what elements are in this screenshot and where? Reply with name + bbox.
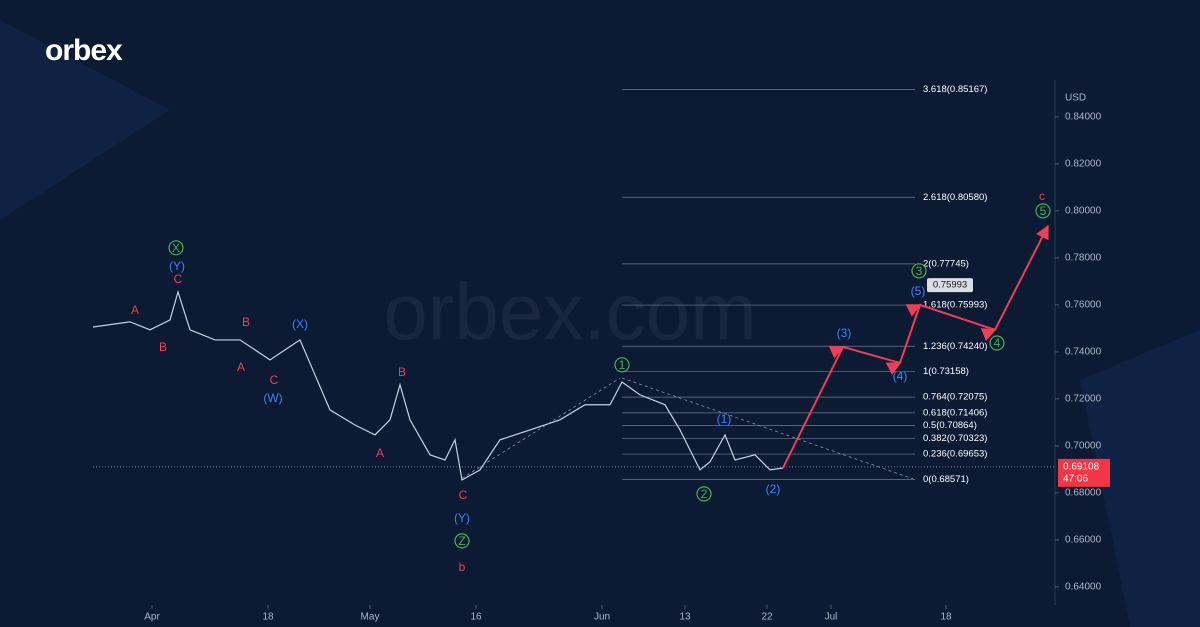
wave-label: 1 <box>619 358 626 372</box>
x-tick-label: 22 <box>761 612 773 623</box>
x-tick-label: Apr <box>144 612 160 623</box>
x-tick-label: Jun <box>594 612 610 623</box>
y-tick-label: 0.84000 <box>1065 112 1102 123</box>
wave-circle <box>696 486 712 502</box>
trendline-line <box>461 377 621 479</box>
wave-label: 3 <box>916 264 923 278</box>
wave-label: 4 <box>994 336 1001 350</box>
fib-label: 0.618(0.71406) <box>923 407 987 418</box>
fib-label: 0.5(0.70864) <box>923 420 977 431</box>
wave-label: Z <box>458 534 465 548</box>
wave-label: B <box>159 340 167 354</box>
decor-stripe <box>0 20 170 220</box>
y-tick-label: 0.70000 <box>1065 441 1102 452</box>
wave-label: (3) <box>837 326 852 340</box>
wave-label: C <box>174 272 183 286</box>
x-tick-label: Jul <box>825 612 838 623</box>
current-price-label: 0.69108 <box>1063 462 1100 473</box>
logo: orbex <box>45 34 123 67</box>
decor-stripe <box>1080 330 1200 627</box>
fib-label: 1(0.73158) <box>923 366 969 377</box>
wave-label: C <box>270 373 279 387</box>
wave-label: (X) <box>292 317 308 331</box>
y-tick-label: 0.80000 <box>1065 206 1102 217</box>
y-tick-label: 0.74000 <box>1065 347 1102 358</box>
wave-label: A <box>131 303 139 317</box>
y-tick-label: 0.68000 <box>1065 488 1102 499</box>
fib-label: 2(0.77745) <box>923 258 969 269</box>
x-tick-label: 18 <box>940 612 952 623</box>
wave-circle <box>454 533 470 549</box>
wave-label: (5) <box>911 284 926 298</box>
wave-label: A <box>376 446 384 460</box>
wave-label: A <box>237 360 245 374</box>
wave-label: 2 <box>701 487 708 501</box>
wave-label: b <box>459 560 466 574</box>
wave-label: X <box>172 241 180 255</box>
projection-line <box>782 224 1049 469</box>
wave-circle <box>614 357 630 373</box>
price-line <box>92 289 784 481</box>
x-tick-label: May <box>361 612 380 623</box>
y-tick-label: 0.72000 <box>1065 394 1102 405</box>
fib-label: 1.236(0.74240) <box>923 341 987 352</box>
fib-tooltip: 0.75993 <box>933 280 967 291</box>
y-tick-label: 0.76000 <box>1065 300 1102 311</box>
y-tick-label: 0.78000 <box>1065 253 1102 264</box>
wave-circle <box>989 335 1005 351</box>
wave-label: 5 <box>1040 204 1047 218</box>
watermark: orbex.com <box>383 267 756 356</box>
fib-label: 0.764(0.72075) <box>923 392 987 403</box>
wave-label: (Y) <box>169 259 185 273</box>
fib-label: 2.618(0.80580) <box>923 192 987 203</box>
y-tick-label: 0.64000 <box>1065 582 1102 593</box>
wave-label: (W) <box>263 391 282 405</box>
wave-circle <box>168 240 184 256</box>
wave-label: (4) <box>893 369 908 383</box>
y-tick-label: 0.82000 <box>1065 159 1102 170</box>
y-tick-label: 0.66000 <box>1065 535 1102 546</box>
x-tick-label: 18 <box>262 612 274 623</box>
wave-circle <box>1035 203 1051 219</box>
wave-label: (1) <box>717 412 732 426</box>
wave-label: B <box>242 315 250 329</box>
x-tick-label: 16 <box>470 612 482 623</box>
wave-label: c <box>1039 189 1045 203</box>
x-tick-label: 13 <box>679 612 691 623</box>
fib-label: 0.236(0.69653) <box>923 449 987 460</box>
fib-label: 0.382(0.70323) <box>923 433 987 444</box>
wave-label: B <box>398 365 406 379</box>
fib-label: 0(0.68571) <box>923 474 969 485</box>
fib-label: 3.618(0.85167) <box>923 84 987 95</box>
wave-label: C <box>459 488 468 502</box>
wave-label: (Y) <box>454 511 470 525</box>
countdown: 47:06 <box>1063 474 1088 485</box>
wave-circle <box>911 263 927 279</box>
current-price-box <box>1058 458 1110 487</box>
y-axis-label: USD <box>1065 93 1086 104</box>
wave-label: (2) <box>766 482 781 496</box>
